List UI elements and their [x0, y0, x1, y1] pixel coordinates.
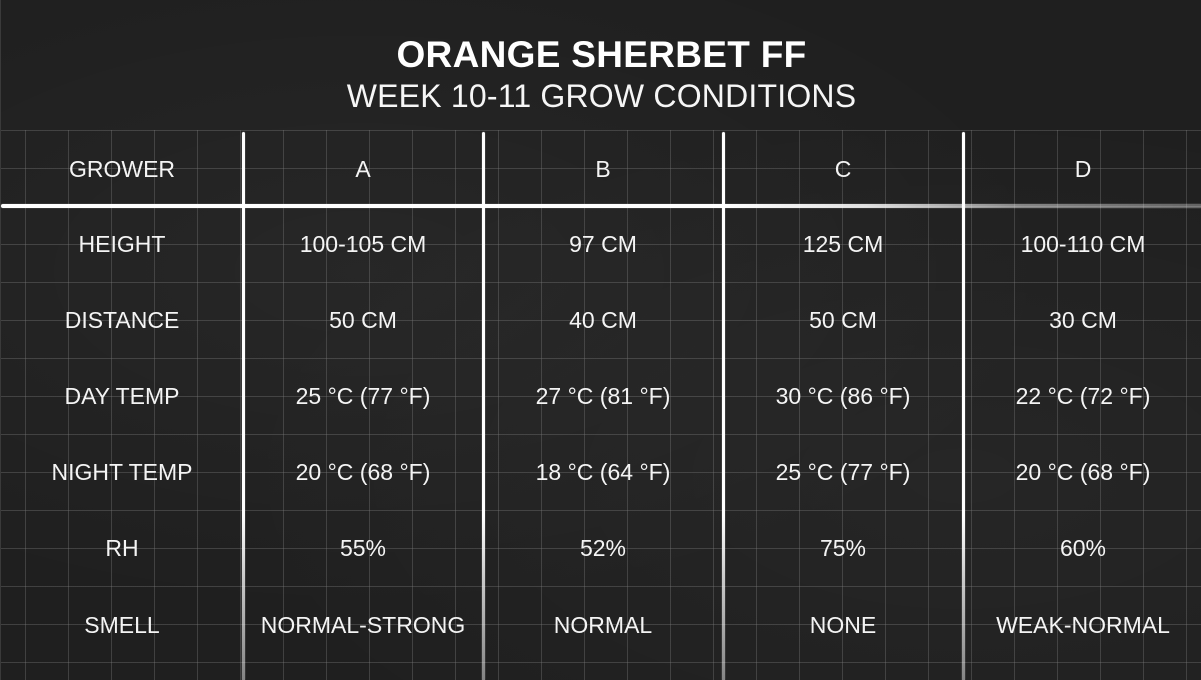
table-cell: 18 °C (64 °F) — [535, 459, 671, 485]
table-cell: 60% — [1059, 535, 1107, 561]
row-label-night-temp: NIGHT TEMP — [51, 459, 193, 485]
column-header-c: C — [834, 156, 852, 182]
column-header-a: A — [355, 156, 371, 182]
table-cell: 20 °C (68 °F) — [295, 459, 431, 485]
page-title: ORANGE SHERBET FF — [396, 34, 807, 75]
table-cell: NONE — [809, 612, 877, 638]
column-header-d: D — [1074, 156, 1092, 182]
column-divider — [722, 132, 725, 680]
row-label-rh: RH — [105, 535, 139, 561]
table-cell: 100-110 CM — [1020, 231, 1146, 257]
table-cell: 100-105 CM — [299, 231, 427, 257]
row-label-height: HEIGHT — [78, 231, 166, 257]
row-label-distance: DISTANCE — [64, 307, 180, 333]
table-cell: 40 CM — [569, 307, 637, 333]
table-cell: 55% — [339, 535, 387, 561]
table-cell: 50 CM — [809, 307, 877, 333]
table-cell: 125 CM — [802, 231, 884, 257]
column-divider — [482, 132, 485, 680]
table-cell: NORMAL-STRONG — [260, 612, 466, 638]
table-cell: 25 °C (77 °F) — [775, 459, 911, 485]
table-cell: 30 °C (86 °F) — [775, 383, 911, 409]
column-divider — [962, 132, 965, 680]
table-cell: 27 °C (81 °F) — [535, 383, 671, 409]
header-divider — [1, 204, 1201, 208]
column-divider — [242, 132, 245, 680]
grid-lines — [1, 130, 1201, 680]
grow-conditions-table: GROWER A B C D HEIGHT 100-105 CM 97 CM 1… — [1, 130, 1201, 680]
row-label-day-temp: DAY TEMP — [64, 383, 180, 409]
table-cell: 97 CM — [569, 231, 637, 257]
table-cell: 50 CM — [329, 307, 397, 333]
row-label-smell: SMELL — [84, 612, 160, 638]
header: ORANGE SHERBET FF WEEK 10-11 GROW CONDIT… — [1, 34, 1201, 116]
page-subtitle: WEEK 10-11 GROW CONDITIONS — [346, 78, 857, 114]
table-cell: 75% — [819, 535, 867, 561]
table-cell: 30 CM — [1049, 307, 1117, 333]
column-header-grower: GROWER — [68, 156, 176, 182]
table-cell: WEAK-NORMAL — [996, 612, 1170, 638]
table-cell: 52% — [579, 535, 627, 561]
table-cell: 20 °C (68 °F) — [1015, 459, 1151, 485]
table-cell: 25 °C (77 °F) — [295, 383, 431, 409]
column-header-b: B — [595, 156, 611, 182]
table-cell: NORMAL — [553, 612, 653, 638]
table-cell: 22 °C (72 °F) — [1015, 383, 1151, 409]
